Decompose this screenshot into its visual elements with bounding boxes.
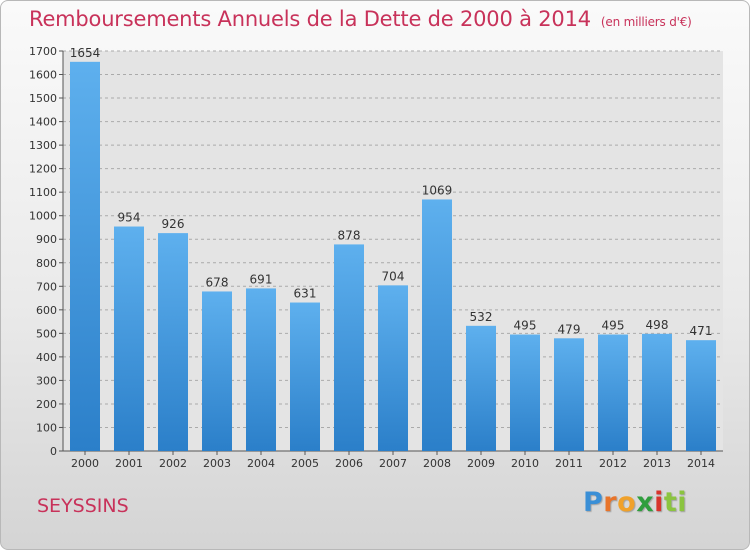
bar bbox=[334, 244, 364, 451]
logo-letter-4: x bbox=[636, 487, 655, 518]
bar-value-label: 926 bbox=[162, 217, 185, 231]
x-tick-label: 2000 bbox=[71, 457, 99, 470]
y-tick-label: 100 bbox=[36, 421, 57, 434]
bar-value-label: 532 bbox=[470, 310, 493, 324]
bar bbox=[510, 334, 540, 451]
city-name: SEYSSINS bbox=[37, 495, 129, 517]
bar bbox=[598, 334, 628, 451]
x-tick-label: 2005 bbox=[291, 457, 319, 470]
bar bbox=[158, 233, 188, 451]
bar bbox=[686, 340, 716, 451]
y-tick-label: 1100 bbox=[29, 186, 57, 199]
y-tick-label: 1000 bbox=[29, 210, 57, 223]
bar-value-label: 479 bbox=[558, 322, 581, 336]
y-tick-label: 1500 bbox=[29, 92, 57, 105]
y-tick-label: 300 bbox=[36, 374, 57, 387]
bar-value-label: 1069 bbox=[422, 183, 453, 197]
bar-value-label: 495 bbox=[602, 319, 625, 333]
bar bbox=[70, 61, 100, 452]
bar-value-label: 498 bbox=[646, 318, 669, 332]
logo-letter-3: o bbox=[617, 487, 637, 518]
x-tick-label: 2004 bbox=[247, 457, 275, 470]
y-tick-label: 1200 bbox=[29, 163, 57, 176]
x-tick-label: 2006 bbox=[335, 457, 363, 470]
bar-value-label: 878 bbox=[338, 228, 361, 242]
y-tick-label: 1600 bbox=[29, 69, 57, 82]
y-tick-label: 1300 bbox=[29, 139, 57, 152]
bar-value-label: 471 bbox=[690, 324, 713, 338]
logo-letter-1: P bbox=[583, 487, 604, 518]
y-tick-label: 800 bbox=[36, 257, 57, 270]
y-tick-label: 1700 bbox=[29, 45, 57, 58]
bar-value-label: 1654 bbox=[70, 46, 101, 60]
bar-value-label: 631 bbox=[294, 287, 317, 301]
bar bbox=[202, 291, 232, 451]
bar bbox=[554, 338, 584, 451]
x-tick-label: 2001 bbox=[115, 457, 143, 470]
chart-subtitle: (en milliers d'€) bbox=[600, 15, 692, 29]
x-tick-label: 2009 bbox=[467, 457, 495, 470]
x-tick-label: 2007 bbox=[379, 457, 407, 470]
bar-value-label: 704 bbox=[382, 269, 405, 283]
bar bbox=[246, 288, 276, 451]
x-tick-label: 2010 bbox=[511, 457, 539, 470]
bar-value-label: 691 bbox=[250, 272, 273, 286]
x-tick-label: 2002 bbox=[159, 457, 187, 470]
x-tick-label: 2011 bbox=[555, 457, 583, 470]
x-tick-label: 2003 bbox=[203, 457, 231, 470]
x-tick-label: 2014 bbox=[687, 457, 715, 470]
bar bbox=[642, 333, 672, 451]
y-tick-label: 0 bbox=[50, 445, 57, 458]
y-tick-label: 1400 bbox=[29, 116, 57, 129]
bar-value-label: 495 bbox=[514, 319, 537, 333]
logo-letter-5: i bbox=[654, 487, 664, 518]
x-tick-label: 2008 bbox=[423, 457, 451, 470]
y-tick-label: 200 bbox=[36, 398, 57, 411]
y-tick-label: 500 bbox=[36, 327, 57, 340]
bar bbox=[114, 226, 144, 451]
y-tick-label: 400 bbox=[36, 351, 57, 364]
bar bbox=[378, 285, 408, 451]
y-tick-label: 700 bbox=[36, 280, 57, 293]
x-tick-label: 2012 bbox=[599, 457, 627, 470]
bar-value-label: 678 bbox=[206, 275, 229, 289]
bar bbox=[466, 325, 496, 451]
logo-letter-2: r bbox=[603, 487, 618, 518]
bar bbox=[290, 302, 320, 451]
logo-letter-6: ti bbox=[663, 487, 688, 518]
chart-title-text: Remboursements Annuels de la Dette de 20… bbox=[29, 7, 591, 31]
x-tick-label: 2013 bbox=[643, 457, 671, 470]
bar bbox=[422, 199, 452, 451]
y-tick-label: 600 bbox=[36, 304, 57, 317]
proxiti-logo: Proxiti bbox=[583, 487, 687, 518]
bar-value-label: 954 bbox=[118, 211, 141, 225]
chart-title: Remboursements Annuels de la Dette de 20… bbox=[29, 7, 692, 31]
y-tick-label: 900 bbox=[36, 233, 57, 246]
